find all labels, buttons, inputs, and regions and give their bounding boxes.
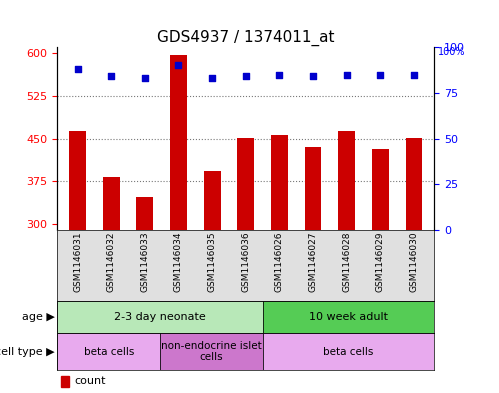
Text: 100%: 100% — [438, 47, 466, 57]
Text: GSM1146030: GSM1146030 — [410, 231, 419, 292]
Text: beta cells: beta cells — [83, 347, 134, 356]
Text: count: count — [74, 376, 106, 386]
Point — [275, 72, 283, 78]
Point — [376, 72, 384, 78]
Text: GSM1146029: GSM1146029 — [376, 231, 385, 292]
Bar — [69, 131, 86, 230]
FancyBboxPatch shape — [263, 333, 434, 370]
Title: GDS4937 / 1374011_at: GDS4937 / 1374011_at — [157, 29, 334, 46]
Bar — [304, 147, 321, 230]
Bar — [271, 134, 288, 230]
Text: cell type ▶: cell type ▶ — [0, 347, 55, 356]
FancyBboxPatch shape — [160, 333, 263, 370]
Text: GSM1146028: GSM1146028 — [342, 231, 351, 292]
Bar — [338, 130, 355, 230]
FancyBboxPatch shape — [263, 301, 434, 333]
Bar — [136, 197, 153, 230]
Text: GSM1146027: GSM1146027 — [308, 231, 317, 292]
Bar — [204, 171, 221, 230]
Bar — [170, 55, 187, 230]
Point — [343, 72, 351, 78]
Point — [73, 66, 81, 72]
Text: GSM1146031: GSM1146031 — [73, 231, 82, 292]
Text: 10 week adult: 10 week adult — [309, 312, 388, 322]
Text: GSM1146026: GSM1146026 — [275, 231, 284, 292]
Bar — [238, 138, 254, 230]
Bar — [103, 177, 120, 230]
Bar — [372, 149, 389, 230]
Point — [141, 75, 149, 81]
Point — [208, 75, 216, 81]
Text: non-endocrine islet
cells: non-endocrine islet cells — [161, 341, 262, 362]
Text: GSM1146034: GSM1146034 — [174, 231, 183, 292]
Point — [175, 62, 183, 68]
Point — [410, 72, 418, 78]
Point — [107, 73, 115, 79]
Bar — [61, 376, 69, 387]
Text: GSM1146035: GSM1146035 — [208, 231, 217, 292]
Text: GSM1146036: GSM1146036 — [241, 231, 250, 292]
Text: GSM1146033: GSM1146033 — [140, 231, 149, 292]
Bar — [406, 138, 422, 230]
FancyBboxPatch shape — [57, 301, 263, 333]
Text: age ▶: age ▶ — [22, 312, 55, 322]
Text: beta cells: beta cells — [323, 347, 374, 356]
Point — [309, 73, 317, 79]
Text: GSM1146032: GSM1146032 — [107, 231, 116, 292]
Text: 2-3 day neonate: 2-3 day neonate — [114, 312, 206, 322]
FancyBboxPatch shape — [57, 333, 160, 370]
Point — [242, 73, 250, 79]
